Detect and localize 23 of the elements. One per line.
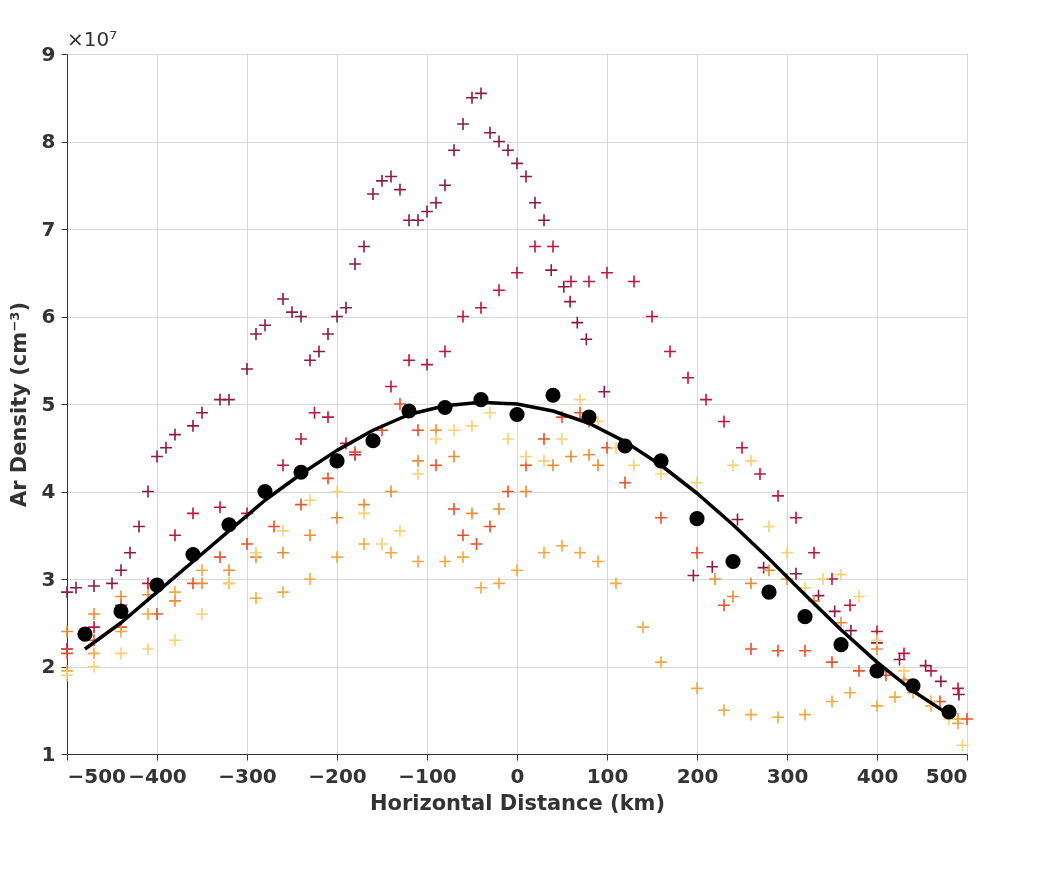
text: ×10⁷ <box>67 27 118 51</box>
y-tick-label: 1 <box>41 741 56 766</box>
x-tick-label: 300 <box>766 763 809 788</box>
x-tick-label: 0 <box>510 763 525 788</box>
y-axis-title: Ar Density (cm⁻³) <box>6 301 31 508</box>
x-tick-label: −300 <box>218 763 277 788</box>
x-tick-label: 100 <box>586 763 629 788</box>
y-tick-label: 2 <box>41 654 56 678</box>
y-tick-label: 6 <box>41 304 56 328</box>
x-tick-label: 200 <box>676 763 719 788</box>
x-tick-label: −500 <box>67 763 127 788</box>
y-tick-label: 4 <box>41 479 56 503</box>
x-axis-title: Horizontal Distance (km) <box>369 790 666 815</box>
y-tick-label: 7 <box>41 216 56 241</box>
y-tick-label: 3 <box>41 566 56 591</box>
y-tick-label: 5 <box>41 391 56 416</box>
x-tick-label: −400 <box>128 763 187 788</box>
x-tick-label: 500 <box>925 763 968 788</box>
x-tick-label: 400 <box>856 763 899 788</box>
y-tick-label: 9 <box>41 41 56 66</box>
x-tick-label: −100 <box>398 763 457 788</box>
x-tick-label: −200 <box>308 763 367 788</box>
y-tick-label: 8 <box>41 129 56 153</box>
